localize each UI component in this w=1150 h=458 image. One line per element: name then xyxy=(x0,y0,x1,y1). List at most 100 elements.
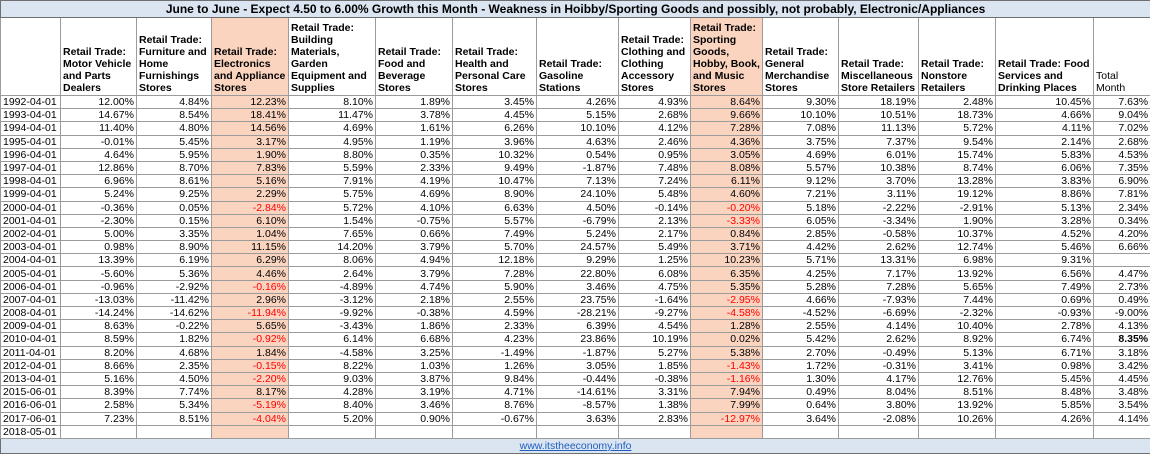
table-cell: 0.35% xyxy=(375,147,453,162)
column-header: Retail Trade: Clothing and Clothing Acce… xyxy=(618,17,691,96)
table-cell: 10.19% xyxy=(618,332,691,347)
table-cell: 3.19% xyxy=(375,385,453,400)
table-cell: 6.74% xyxy=(995,332,1094,347)
table-row: 2009-04-01 8.63% -0.22% 5.65% -3.43% 1.86% 2.3… xyxy=(0,319,1150,334)
table-cell: -1.43% xyxy=(690,358,763,373)
table-cell: 8.40% xyxy=(288,398,376,413)
table-cell: 3.28% xyxy=(995,213,1094,228)
table-cell: 7.49% xyxy=(995,279,1094,294)
table-cell: 9.25% xyxy=(136,187,212,202)
table-cell: 0.98% xyxy=(995,358,1094,373)
table-cell: 2.29% xyxy=(211,187,289,202)
table-cell: -12.97% xyxy=(690,411,763,426)
table-cell: 10.10% xyxy=(762,108,839,123)
table-cell: 3.54% xyxy=(1092,398,1150,413)
table-cell: 5.36% xyxy=(136,266,212,281)
table-cell: 8.04% xyxy=(838,385,919,400)
table-cell: 8.10% xyxy=(288,94,376,110)
table-cell: 8.61% xyxy=(136,174,212,189)
table-cell: 5.72% xyxy=(288,200,376,215)
table-cell: 2.62% xyxy=(838,332,919,347)
table-row: 2017-06-01 7.23% 8.51% -4.04% 5.20% 0.90% -0.6… xyxy=(0,411,1150,426)
website-link[interactable]: www.itstheeconomy.info xyxy=(519,439,632,452)
table-cell: 5.13% xyxy=(918,345,996,360)
row-date: 1994-04-01 xyxy=(0,121,61,136)
table-cell: 24.10% xyxy=(536,187,619,202)
table-cell: 9.29% xyxy=(536,253,619,268)
table-row: 1996-04-01 4.64% 5.95% 1.90% 8.80% 0.35% 10.32… xyxy=(0,147,1150,162)
table-cell: 4.50% xyxy=(536,200,619,215)
table-cell: -3.34% xyxy=(838,213,919,228)
table-cell: 2.64% xyxy=(288,266,376,281)
row-date: 2006-04-01 xyxy=(0,279,61,294)
table-cell: -2.92% xyxy=(136,279,212,294)
table-cell: 8.51% xyxy=(136,411,212,426)
table-row: 2013-04-01 5.16% 4.50% -2.20% 9.03% 3.87% 9.84… xyxy=(0,371,1150,387)
table-cell: 1.85% xyxy=(618,358,691,373)
table-cell: 5.16% xyxy=(211,174,289,189)
table-cell: -0.22% xyxy=(136,319,212,334)
table-cell: 8.90% xyxy=(452,187,537,202)
footer-cell: www.itstheeconomy.info xyxy=(0,437,1150,454)
table-cell: 2.46% xyxy=(618,134,691,149)
table-cell: -4.89% xyxy=(288,279,376,294)
table-cell: 3.18% xyxy=(1092,345,1150,360)
table-cell: -3.43% xyxy=(288,319,376,334)
table-cell: 7.81% xyxy=(1092,187,1150,202)
table-cell: 5.70% xyxy=(452,240,537,255)
table-cell: 14.20% xyxy=(288,240,376,255)
table-cell: 3.05% xyxy=(690,147,763,162)
table-cell: 8.64% xyxy=(690,94,763,110)
table-cell: 6.05% xyxy=(762,213,839,228)
table-cell: 4.64% xyxy=(60,147,137,162)
table-cell: 2.62% xyxy=(838,240,919,255)
table-cell: 6.68% xyxy=(375,332,453,347)
table-cell: 5.34% xyxy=(136,398,212,413)
column-header: Retail Trade: Food Services and Drinking… xyxy=(995,17,1094,96)
table-cell: 3.75% xyxy=(762,134,839,149)
table-cell: -5.19% xyxy=(211,398,289,413)
table-cell: 3.70% xyxy=(838,174,919,189)
table-cell: 6.39% xyxy=(536,319,619,334)
table-cell: 3.71% xyxy=(690,240,763,255)
table-cell: 1.90% xyxy=(918,213,996,228)
table-cell: 2.33% xyxy=(375,160,453,176)
table-row: 2000-04-01 -0.36% 0.05% -2.84% 5.72% 4.10% 6.6… xyxy=(0,200,1150,215)
table-cell: 3.46% xyxy=(375,398,453,413)
table-cell: 6.66% xyxy=(1092,240,1150,255)
table-cell: 4.14% xyxy=(838,319,919,334)
table-cell xyxy=(918,424,996,439)
table-cell: 14.67% xyxy=(60,108,137,123)
table-cell: 6.35% xyxy=(690,266,763,281)
table-cell: 0.49% xyxy=(1092,292,1150,308)
table-cell: -0.96% xyxy=(60,279,137,294)
table-cell xyxy=(60,424,137,439)
table-row: 1999-04-01 5.24% 9.25% 2.29% 5.75% 4.69% 8.90%… xyxy=(0,187,1150,202)
table-row: 2007-04-01 -13.03% -11.42% 2.96% -3.12% 2.18%… xyxy=(0,292,1150,308)
column-header: Retail Trade: Food and Beverage Stores xyxy=(375,17,453,96)
row-date: 2001-04-01 xyxy=(0,213,61,228)
table-cell: 12.18% xyxy=(452,253,537,268)
table-cell: 1.04% xyxy=(211,226,289,242)
table-cell: 3.45% xyxy=(452,94,537,110)
table-cell xyxy=(375,424,453,439)
table-cell xyxy=(762,424,839,439)
table-cell: 12.23% xyxy=(211,94,289,110)
table-cell: -14.24% xyxy=(60,305,137,321)
table-cell: -0.15% xyxy=(211,358,289,373)
table-cell: -4.52% xyxy=(762,305,839,321)
table-cell: 4.28% xyxy=(288,385,376,400)
table-cell: 4.20% xyxy=(1092,226,1150,242)
table-cell: -1.49% xyxy=(452,345,537,360)
table-cell: 0.64% xyxy=(762,398,839,413)
table-cell: 8.63% xyxy=(60,319,137,334)
table-cell: -0.20% xyxy=(690,200,763,215)
table-cell: 2.70% xyxy=(762,345,839,360)
table-cell: 1.82% xyxy=(136,332,212,347)
title-row: June to June - Expect 4.50 to 6.00% Grow… xyxy=(0,0,1150,18)
table-cell: 7.37% xyxy=(838,134,919,149)
table-cell: -2.91% xyxy=(918,200,996,215)
table-cell: 8.35% xyxy=(1092,332,1150,347)
table-row: 1998-04-01 6.96% 8.61% 5.16% 7.91% 4.19% 10.47… xyxy=(0,174,1150,189)
table-cell: 5.59% xyxy=(288,160,376,176)
